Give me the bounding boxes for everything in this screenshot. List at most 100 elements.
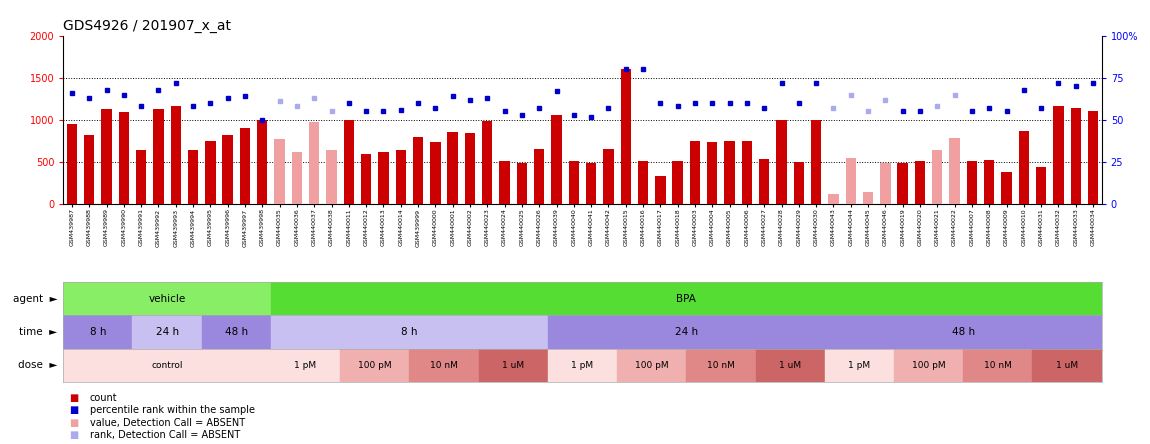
Text: 24 h: 24 h — [155, 327, 178, 337]
Bar — [547, 349, 618, 382]
Bar — [586, 163, 597, 204]
Bar — [344, 120, 354, 204]
Bar — [534, 149, 544, 204]
Bar — [309, 122, 320, 204]
Bar — [327, 150, 337, 204]
Text: agent  ►: agent ► — [13, 293, 58, 304]
Bar — [825, 315, 1102, 349]
Bar — [101, 109, 112, 204]
Bar — [828, 194, 838, 204]
Bar — [742, 141, 752, 204]
Text: control: control — [152, 361, 183, 370]
Bar — [1019, 131, 1029, 204]
Bar — [84, 135, 94, 204]
Text: 24 h: 24 h — [675, 327, 698, 337]
Bar — [409, 349, 478, 382]
Bar — [967, 161, 978, 204]
Text: 8 h: 8 h — [401, 327, 417, 337]
Bar — [67, 124, 77, 204]
Text: 10 nM: 10 nM — [984, 361, 1012, 370]
Bar — [271, 349, 340, 382]
Text: 48 h: 48 h — [224, 327, 248, 337]
Bar — [465, 133, 475, 204]
Bar — [656, 175, 666, 204]
Bar — [825, 349, 894, 382]
Bar — [205, 141, 215, 204]
Bar — [984, 159, 995, 204]
Bar — [1002, 172, 1012, 204]
Text: time  ►: time ► — [20, 327, 58, 337]
Text: count: count — [90, 393, 117, 403]
Bar — [1053, 107, 1064, 204]
Bar — [1071, 108, 1081, 204]
Bar — [811, 120, 821, 204]
Text: GDS4926 / 201907_x_at: GDS4926 / 201907_x_at — [63, 19, 231, 33]
Text: 1 uM: 1 uM — [1056, 361, 1079, 370]
Text: 1 pM: 1 pM — [849, 361, 871, 370]
Bar — [756, 349, 825, 382]
Bar — [516, 163, 527, 204]
Bar — [478, 349, 547, 382]
Bar — [240, 128, 251, 204]
Bar — [361, 155, 371, 204]
Text: 10 nM: 10 nM — [707, 361, 735, 370]
Bar — [396, 150, 406, 204]
Bar — [618, 349, 687, 382]
Bar — [340, 349, 409, 382]
Text: 48 h: 48 h — [952, 327, 975, 337]
Bar — [170, 107, 181, 204]
Text: 100 pM: 100 pM — [912, 361, 945, 370]
Text: percentile rank within the sample: percentile rank within the sample — [90, 405, 254, 415]
Bar — [950, 138, 960, 204]
Bar — [413, 137, 423, 204]
Bar — [132, 315, 201, 349]
Text: 100 pM: 100 pM — [358, 361, 392, 370]
Bar — [430, 142, 440, 204]
Bar — [687, 349, 756, 382]
Bar — [880, 163, 890, 204]
Bar — [862, 192, 873, 204]
Text: 100 pM: 100 pM — [635, 361, 668, 370]
Text: 1 pM: 1 pM — [572, 361, 593, 370]
Text: ■: ■ — [69, 393, 78, 403]
Text: value, Detection Call = ABSENT: value, Detection Call = ABSENT — [90, 418, 245, 428]
Text: ■: ■ — [69, 405, 78, 415]
Bar — [136, 150, 146, 204]
Text: 1 pM: 1 pM — [294, 361, 316, 370]
Bar — [724, 141, 735, 204]
Bar — [63, 315, 132, 349]
Bar — [447, 132, 458, 204]
Bar — [222, 135, 232, 204]
Bar — [894, 349, 964, 382]
Bar — [690, 141, 700, 204]
Text: 1 uM: 1 uM — [503, 361, 524, 370]
Bar — [153, 109, 163, 204]
Bar — [63, 282, 271, 315]
Bar — [271, 315, 547, 349]
Bar — [914, 161, 925, 204]
Bar — [793, 162, 804, 204]
Bar — [201, 315, 271, 349]
Bar — [547, 315, 825, 349]
Bar — [378, 152, 389, 204]
Text: ■: ■ — [69, 418, 78, 428]
Bar — [964, 349, 1033, 382]
Bar — [1036, 167, 1046, 204]
Bar — [118, 112, 129, 204]
Bar — [845, 158, 856, 204]
Bar — [933, 150, 943, 204]
Bar — [482, 121, 492, 204]
Bar — [63, 349, 271, 382]
Bar — [638, 161, 649, 204]
Bar — [187, 150, 198, 204]
Bar — [897, 163, 907, 204]
Bar — [673, 161, 683, 204]
Bar — [759, 159, 769, 204]
Bar — [258, 120, 268, 204]
Bar — [271, 282, 1102, 315]
Bar — [551, 115, 561, 204]
Bar — [707, 142, 718, 204]
Text: BPA: BPA — [676, 293, 696, 304]
Bar — [621, 69, 631, 204]
Bar — [776, 120, 787, 204]
